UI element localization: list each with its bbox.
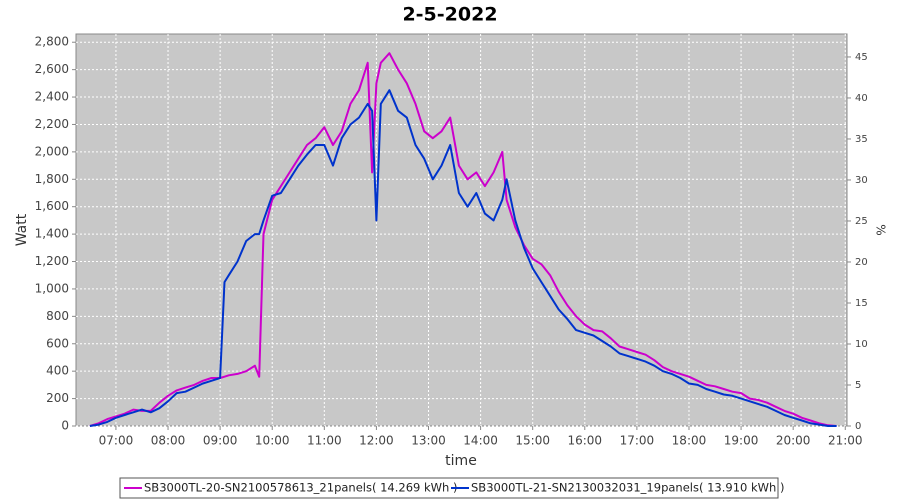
- x-tick-label: 10:00: [255, 434, 290, 448]
- x-tick-label: 19:00: [724, 434, 759, 448]
- y2-tick-label: 40: [855, 93, 868, 104]
- x-tick-label: 20:00: [776, 434, 811, 448]
- x-tick-label: 18:00: [672, 434, 707, 448]
- legend-label: SB3000TL-21-SN2130032031_19panels( 13.91…: [471, 481, 784, 495]
- plot-area: [75, 33, 848, 427]
- x-tick-label: 16:00: [567, 434, 602, 448]
- y-tick-label: 400: [46, 364, 69, 378]
- y2-tick-label: 5: [855, 380, 861, 391]
- y-tick-label: 1,200: [35, 254, 69, 268]
- y2-tick-label: 35: [855, 134, 868, 145]
- x-tick-label: 21:00: [828, 434, 863, 448]
- y2-tick-label: 30: [855, 175, 868, 186]
- y-tick-label: 2,600: [35, 62, 69, 76]
- y-tick-label: 2,800: [35, 35, 69, 49]
- x-tick-label: 08:00: [151, 434, 186, 448]
- x-tick-label: 17:00: [620, 434, 655, 448]
- x-tick-label: 13:00: [411, 434, 446, 448]
- y2-tick-label: 45: [855, 52, 868, 63]
- y-tick-label: 1,400: [35, 227, 69, 241]
- y2-tick-label: 25: [855, 216, 868, 227]
- y-tick-label: 2,400: [35, 90, 69, 104]
- x-tick-label: 12:00: [359, 434, 394, 448]
- y-tick-label: 600: [46, 336, 69, 350]
- x-tick-label: 14:00: [463, 434, 498, 448]
- y2-tick-label: 0: [855, 421, 861, 432]
- y-axis-label: Watt: [14, 213, 30, 246]
- series-line: [89, 89, 837, 427]
- y2-tick-label: 15: [855, 298, 868, 309]
- y-tick-label: 1,600: [35, 199, 69, 213]
- legend-label: SB3000TL-20-SN2100578613_21panels( 14.26…: [144, 481, 457, 495]
- y-tick-label: 200: [46, 391, 69, 405]
- y-tick-label: 1,000: [35, 281, 69, 295]
- x-tick-label: 11:00: [307, 434, 342, 448]
- y-tick-label: 1,800: [35, 172, 69, 186]
- y-tick-label: 800: [46, 309, 69, 323]
- y2-tick-label: 20: [855, 257, 868, 268]
- y-tick-label: 2,200: [35, 117, 69, 131]
- x-tick-label: 09:00: [203, 434, 238, 448]
- x-axis-label: time: [445, 453, 477, 469]
- y2-axis-label: %: [874, 224, 888, 235]
- chart-title: 2-5-2022: [402, 4, 497, 26]
- x-tick-label: 07:00: [99, 434, 134, 448]
- y-tick-label: 0: [61, 419, 69, 433]
- x-tick-label: 15:00: [515, 434, 550, 448]
- legend-box: [119, 477, 779, 499]
- y2-tick-label: 10: [855, 339, 868, 350]
- y-tick-label: 2,000: [35, 144, 69, 158]
